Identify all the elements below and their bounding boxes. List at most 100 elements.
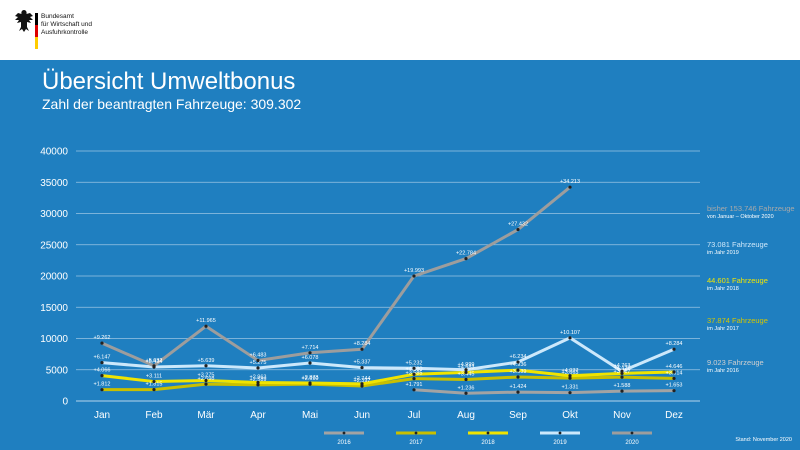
data-point-2016: [516, 390, 520, 394]
data-label-2019: +5.337: [354, 360, 371, 366]
header-bar: Bundesamt für Wirtschaft und Ausfuhrkont…: [0, 0, 800, 60]
series-line-2020: [101, 186, 571, 368]
data-label-2019: +4.763: [614, 363, 631, 369]
data-point-2019: [360, 366, 364, 370]
legend-marker-2016: [342, 431, 346, 435]
data-point-2018: [152, 379, 156, 384]
stand-date: Stand: November 2020: [735, 437, 792, 443]
side-label-2017: 37.874 Fahrzeuge im Jahr 2017: [707, 316, 768, 334]
data-point-2016: [412, 388, 416, 392]
data-point-2017: [152, 388, 156, 392]
data-label-2020: +27.432: [508, 222, 528, 228]
data-point-2020: [516, 227, 520, 232]
data-label-2016: +1.588: [614, 383, 631, 389]
data-point-2017: [516, 375, 520, 379]
legend-label-2017: 2017: [409, 440, 423, 446]
data-label-2018: +4.936: [510, 362, 527, 368]
x-tick-label: Okt: [562, 410, 578, 421]
data-point-2017: [672, 376, 676, 381]
series-line-2016: [413, 388, 675, 395]
data-label-2016: +1.331: [562, 385, 579, 391]
data-point-2018: [412, 372, 416, 376]
data-label-2017: +3.839: [510, 369, 527, 375]
side-label-sub: im Jahr 2019: [707, 250, 739, 256]
data-point-2017: [568, 376, 572, 380]
x-tick-label: Mai: [302, 410, 318, 421]
data-point-2020: [568, 185, 572, 189]
data-label-2018: +4.427: [614, 365, 631, 371]
data-label-2017: +3.445: [458, 371, 475, 377]
data-point-2016: [568, 391, 572, 395]
data-point-2019: [204, 364, 208, 368]
data-label-2018: +2.963: [250, 374, 267, 380]
data-label-2020: +8.284: [354, 341, 371, 347]
data-label-2020: +7.714: [302, 345, 319, 351]
data-label-2019: +4.999: [458, 362, 475, 368]
data-point-2017: [464, 377, 468, 382]
data-point-2016: [620, 389, 624, 393]
side-label-value: 44.601 Fahrzeuge: [707, 276, 768, 285]
data-point-2018: [308, 381, 312, 385]
x-tick-label: Nov: [613, 410, 631, 421]
data-label-2016: +1.653: [666, 383, 683, 389]
data-point-2018: [100, 373, 104, 378]
data-point-2020: [256, 358, 260, 363]
x-tick-label: Jul: [408, 410, 421, 421]
data-label-2019: +6.078: [302, 355, 319, 361]
data-label-2020: +6.483: [250, 352, 267, 358]
data-label-2020: +22.784: [456, 251, 476, 257]
x-tick-label: Sep: [509, 410, 527, 421]
y-tick-label: 5000: [46, 365, 69, 376]
data-label-2016: +1.424: [510, 384, 527, 390]
data-label-2018: +2.744: [354, 376, 371, 382]
data-point-2018: [360, 382, 364, 386]
data-point-2019: [620, 369, 624, 373]
data-point-2020: [152, 364, 156, 368]
legend-label-2016: 2016: [337, 440, 351, 446]
data-point-2017: [620, 375, 624, 379]
data-label-2017: +2.690: [302, 376, 319, 382]
x-tick-label: Aug: [457, 410, 475, 421]
data-label-2016: +1.791: [406, 382, 423, 388]
page-title: Übersicht Umweltbonus: [42, 68, 296, 95]
data-point-2019: [256, 366, 260, 370]
series-line-2018: [101, 368, 675, 386]
data-point-2019: [464, 368, 468, 372]
side-label-2018: 44.601 Fahrzeuge im Jahr 2018: [707, 276, 768, 294]
legend-label-2020: 2020: [625, 440, 639, 446]
legend-marker-2020: [630, 431, 634, 435]
side-label-2019: 73.081 Fahrzeuge im Jahr 2019: [707, 240, 768, 258]
side-label-value: 153.746 Fahrzeuge: [729, 204, 795, 213]
x-tick-label: Feb: [145, 410, 163, 421]
data-label-2018: +4.646: [666, 364, 683, 370]
side-label-sub: im Jahr 2017: [707, 326, 739, 332]
data-point-2017: [256, 383, 260, 387]
data-label-2019: +5.639: [198, 358, 215, 364]
data-point-2019: [412, 366, 416, 370]
data-point-2016: [464, 391, 468, 395]
data-point-2019: [516, 360, 520, 364]
data-label-2016: +1.236: [458, 385, 475, 391]
agency-line-2: für Wirtschaft und: [41, 21, 92, 28]
agency-line-1: Bundesamt: [41, 13, 74, 20]
y-tick-label: 10000: [40, 334, 68, 345]
y-tick-label: 20000: [40, 272, 68, 283]
data-point-2019: [308, 361, 312, 365]
y-tick-label: 15000: [40, 303, 68, 314]
agency-name: Bundesamt für Wirtschaft und Ausfuhrkont…: [41, 13, 92, 37]
x-tick-label: Jan: [94, 410, 110, 421]
side-label-2020: bisher 153.746 Fahrzeuge von Januar – Ok…: [707, 204, 795, 222]
data-label-2020: +34.213: [560, 179, 580, 185]
data-label-2017: +3.663: [562, 370, 579, 376]
legend-marker-2017: [414, 431, 418, 435]
side-label-value: 73.081 Fahrzeuge: [707, 240, 768, 249]
data-label-2020: +11.965: [196, 318, 216, 324]
series-line-2017: [101, 375, 675, 392]
x-tick-label: Mär: [197, 410, 215, 421]
data-label-2020: +19.993: [404, 268, 424, 274]
data-point-2019: [568, 336, 572, 340]
data-point-2017: [412, 376, 416, 381]
data-label-2020: +9.262: [94, 335, 111, 341]
